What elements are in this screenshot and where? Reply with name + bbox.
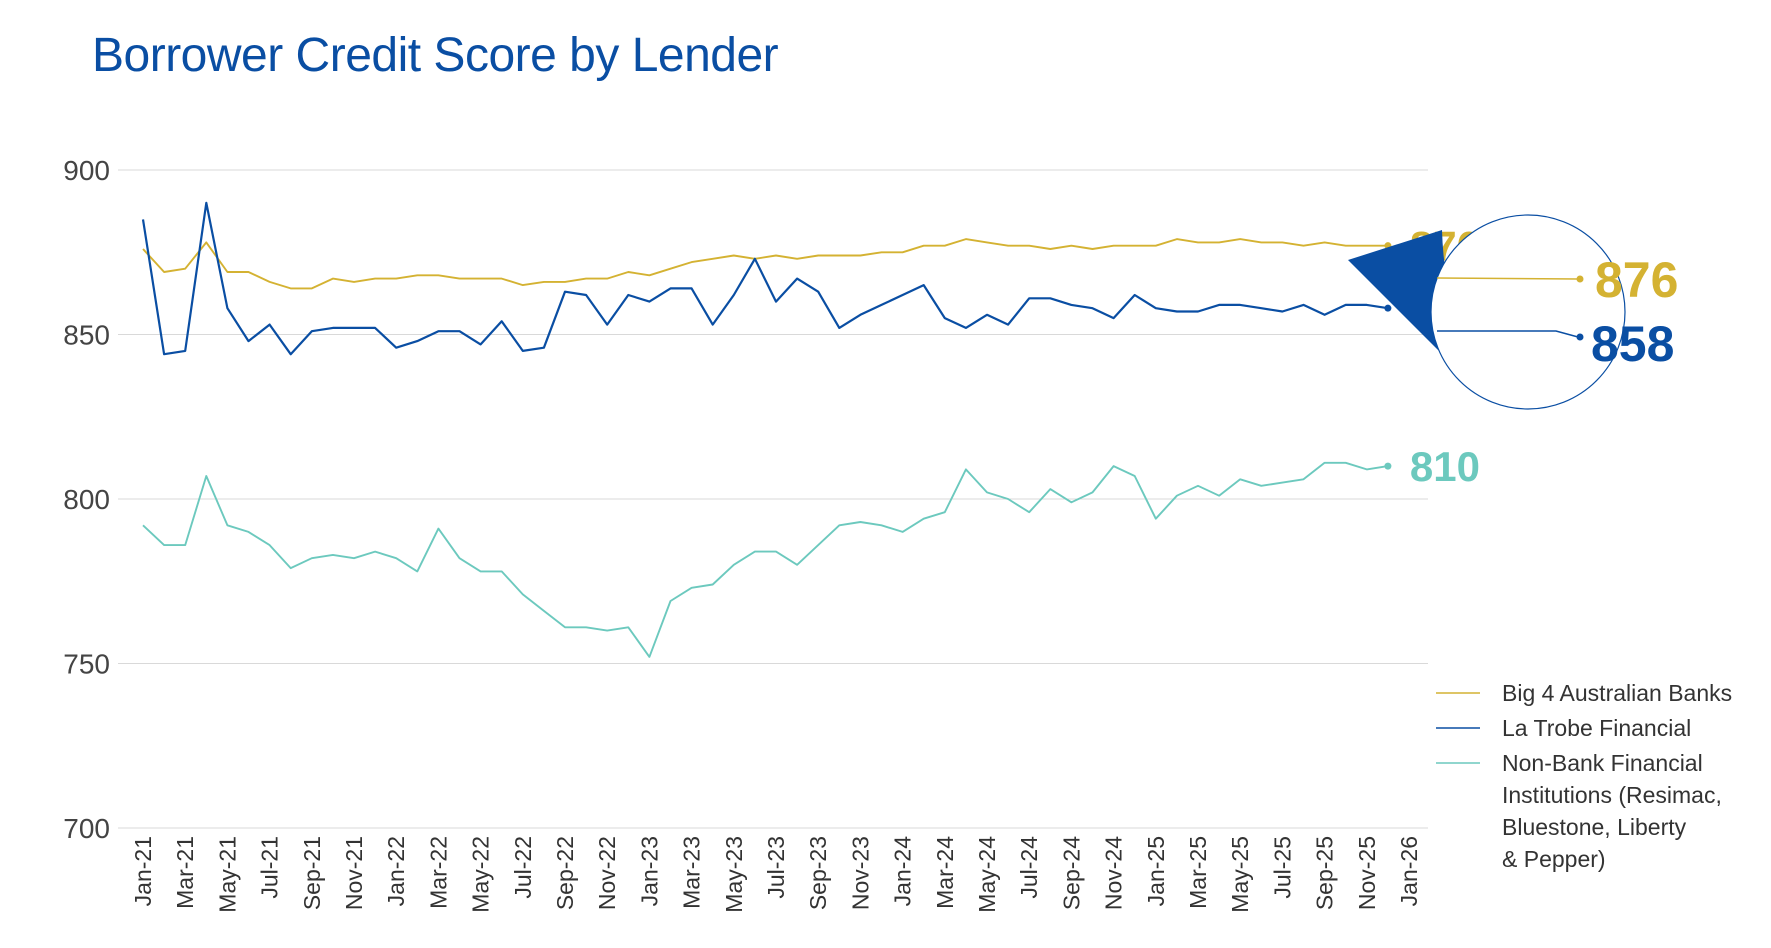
series-end-point-latrobe — [1384, 304, 1392, 312]
x-tick-label: Nov-23 — [847, 836, 873, 910]
x-tick-label: Mar-25 — [1185, 836, 1211, 909]
chart-title: Borrower Credit Score by Lender — [92, 29, 779, 82]
y-tick-label: 900 — [63, 155, 110, 186]
x-tick-label: Sep-23 — [805, 836, 831, 910]
x-tick-label: Jan-21 — [130, 836, 156, 906]
x-tick-label: May-21 — [214, 836, 240, 913]
legend-label: Non-Bank Financial — [1502, 750, 1703, 776]
legend: Big 4 Australian Banks La Trobe Financial… — [1436, 680, 1732, 872]
y-tick-label: 700 — [63, 813, 110, 844]
x-tick-label: Nov-25 — [1354, 836, 1380, 910]
callout-point-latrobe — [1576, 333, 1584, 341]
x-tick-label: May-25 — [1227, 836, 1253, 913]
series-lines — [141, 201, 1392, 658]
x-tick-label: Nov-21 — [341, 836, 367, 910]
x-tick-label: Mar-22 — [425, 836, 451, 909]
x-tick-label: Jan-22 — [383, 836, 409, 906]
legend-label: & Pepper) — [1502, 846, 1606, 872]
x-tick-label: Mar-21 — [172, 836, 198, 909]
callout-point-big4 — [1576, 275, 1584, 283]
x-tick-label: Mar-24 — [932, 836, 958, 909]
x-tick-label: Jul-23 — [763, 836, 789, 899]
x-tick-label: May-23 — [721, 836, 747, 913]
x-tick-label: Jan-26 — [1396, 836, 1422, 906]
callout-circle — [1430, 214, 1626, 410]
y-tick-label: 800 — [63, 484, 110, 515]
x-tick-label: Jul-21 — [257, 836, 283, 899]
x-tick-label: Sep-21 — [299, 836, 325, 910]
series-end-point-nonbank — [1384, 462, 1392, 470]
x-tick-label: Jul-24 — [1016, 836, 1042, 899]
callout-label-big4: 876 — [1595, 252, 1678, 308]
legend-label: Institutions (Resimac, — [1502, 782, 1722, 808]
legend-label: Bluestone, Liberty — [1502, 814, 1687, 840]
legend-label: La Trobe Financial — [1502, 715, 1691, 741]
x-tick-label: Nov-24 — [1101, 836, 1127, 910]
x-tick-label: Jul-25 — [1269, 836, 1295, 899]
gridlines — [118, 169, 1428, 829]
series-line-nonbank — [142, 461, 1389, 658]
y-axis-ticks: 700 750 800 850 900 — [63, 155, 110, 844]
y-tick-label: 850 — [63, 320, 110, 351]
x-tick-label: Jul-22 — [510, 836, 536, 899]
legend-label: Big 4 Australian Banks — [1502, 680, 1732, 706]
x-tick-label: Sep-24 — [1058, 836, 1084, 910]
callout-line-latrobe — [1437, 330, 1579, 338]
x-tick-label: Jan-25 — [1143, 836, 1169, 906]
x-tick-label: Jan-23 — [636, 836, 662, 906]
x-tick-label: Sep-25 — [1312, 836, 1338, 910]
x-tick-label: Sep-22 — [552, 836, 578, 910]
x-tick-label: May-22 — [468, 836, 494, 913]
x-tick-label: Jan-24 — [890, 836, 916, 907]
callout-label-latrobe: 858 — [1591, 316, 1674, 372]
x-tick-label: Nov-22 — [594, 836, 620, 910]
callout-line-big4 — [1436, 277, 1579, 280]
x-axis-ticks: Jan-21 Mar-21 May-21 Jul-21 Sep-21 Nov-21 Jan-… — [130, 836, 1422, 913]
end-label-nonbank: 810 — [1410, 443, 1480, 490]
series-line-latrobe — [141, 201, 1389, 356]
x-tick-label: Mar-23 — [679, 836, 705, 909]
y-tick-label: 750 — [63, 649, 110, 680]
series-line-big4 — [142, 238, 1388, 290]
x-tick-label: May-24 — [974, 836, 1000, 913]
